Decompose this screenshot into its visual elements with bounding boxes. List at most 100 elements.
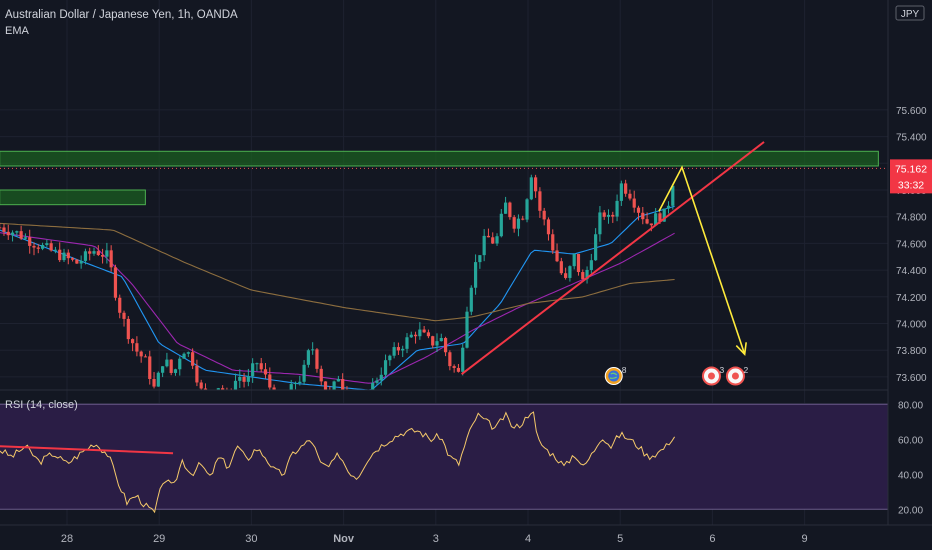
rsi-trendline[interactable] — [0, 445, 174, 455]
price-tick-label: 75.400 — [896, 133, 927, 144]
candle — [456, 364, 461, 373]
price-tick-label: 73.800 — [896, 346, 927, 357]
candle — [542, 207, 546, 226]
candle — [422, 325, 426, 334]
candle — [529, 174, 533, 201]
candle — [516, 214, 521, 237]
candle — [568, 265, 572, 282]
candle — [559, 257, 563, 276]
candle — [602, 210, 606, 220]
earnings-event-icon[interactable]: 3 — [701, 365, 725, 386]
time-tick-label: Nov — [333, 533, 355, 545]
candle — [195, 359, 199, 387]
candle — [19, 225, 23, 240]
candle — [169, 359, 173, 376]
candle — [178, 356, 182, 376]
candle — [0, 222, 2, 229]
candle — [581, 269, 585, 280]
candle — [525, 198, 529, 223]
rsi-tick-label: 80.00 — [898, 400, 923, 411]
candle — [238, 369, 242, 388]
candle — [641, 207, 645, 225]
time-axis[interactable]: 28 29 30 Nov 3 4 5 6 9 — [0, 524, 932, 550]
candle — [96, 245, 100, 257]
earnings-event-icon[interactable]: 2 — [725, 365, 749, 386]
event-count: 3 — [719, 365, 724, 375]
candle — [503, 196, 508, 214]
candle — [521, 215, 525, 221]
candle — [379, 367, 383, 386]
chart-header: Australian Dollar / Japanese Yen, 1h, OA… — [5, 9, 238, 411]
price-axis[interactable]: 73.600 73.800 74.000 74.200 74.400 74.600 74.8… — [887, 0, 932, 525]
rsi-tick-label: 40.00 — [898, 470, 923, 481]
candle — [512, 215, 516, 233]
candle — [435, 333, 439, 353]
candle — [576, 253, 581, 276]
projection-path[interactable] — [658, 165, 746, 355]
candle — [272, 384, 276, 390]
candle — [139, 350, 143, 363]
candle — [100, 248, 105, 264]
currency-label: JPY — [901, 9, 920, 20]
candle — [611, 211, 615, 223]
candle — [302, 360, 306, 385]
candle — [413, 331, 418, 344]
event-count: 8 — [622, 365, 627, 375]
candle — [465, 306, 469, 349]
candle — [332, 380, 336, 390]
candle — [624, 179, 628, 197]
candle — [572, 253, 576, 270]
candle — [473, 254, 478, 295]
zone-1[interactable] — [0, 189, 146, 206]
candle — [538, 187, 542, 218]
candle — [165, 352, 169, 368]
candle — [491, 232, 495, 245]
symbol-title[interactable]: Australian Dollar / Japanese Yen, 1h, OA… — [5, 9, 238, 21]
candle — [105, 242, 109, 264]
candle — [2, 223, 6, 236]
candle — [371, 378, 375, 390]
price-tick-label: 73.600 — [896, 373, 927, 384]
candle — [319, 365, 323, 386]
candle — [70, 257, 75, 262]
last-price-badge: 75.162 33:32 — [890, 159, 932, 194]
ema-line-2 — [0, 222, 675, 322]
rsi-tick-label: 60.00 — [898, 435, 923, 446]
candle — [315, 348, 319, 373]
price-tick-label: 74.000 — [896, 320, 927, 331]
candle — [645, 212, 649, 225]
candle — [36, 244, 40, 254]
candle — [23, 233, 28, 241]
candle — [15, 230, 19, 237]
time-tick-label: 6 — [709, 533, 715, 545]
trendline[interactable] — [461, 141, 765, 376]
candle — [173, 368, 178, 376]
candle — [221, 385, 225, 390]
rsi-indicator-label[interactable]: RSI (14, close) — [5, 399, 78, 411]
candle — [199, 379, 203, 390]
candle — [216, 387, 220, 390]
candle — [405, 333, 409, 354]
zone-0[interactable] — [0, 150, 879, 167]
candle — [594, 228, 598, 261]
price-pane — [0, 141, 879, 390]
ema-indicator-label[interactable]: EMA — [5, 25, 30, 37]
candle — [401, 345, 405, 358]
candle — [83, 248, 88, 265]
candle — [289, 379, 293, 390]
price-tick-label: 74.200 — [896, 293, 927, 304]
currency-badge[interactable]: JPY — [895, 5, 925, 21]
globe-event-icon[interactable]: 8 — [604, 365, 627, 385]
candle — [53, 246, 58, 254]
price-tick-label: 74.600 — [896, 239, 927, 250]
candle — [495, 233, 499, 246]
last-price-value: 75.162 — [895, 163, 927, 175]
candle — [375, 377, 379, 386]
candle — [259, 357, 263, 373]
candle — [28, 229, 32, 254]
candle — [341, 373, 345, 390]
bar-countdown: 33:32 — [898, 179, 924, 191]
candle — [636, 205, 641, 221]
